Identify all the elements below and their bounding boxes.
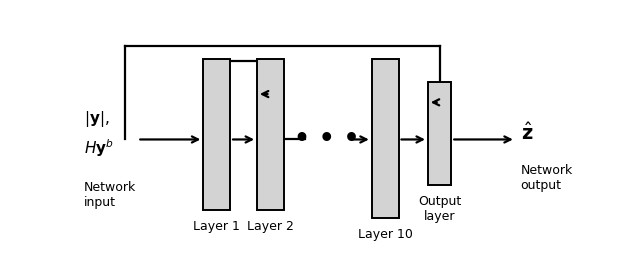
Text: Network
input: Network input	[84, 181, 136, 209]
Text: Layer 10: Layer 10	[358, 228, 413, 241]
Bar	[372, 59, 399, 218]
Text: Layer 2: Layer 2	[247, 220, 294, 233]
Text: $H\mathbf{y}^b$: $H\mathbf{y}^b$	[84, 137, 113, 159]
Bar	[203, 59, 230, 210]
Text: $\hat{\mathbf{z}}$: $\hat{\mathbf{z}}$	[520, 122, 533, 144]
Text: Network
output: Network output	[520, 164, 573, 192]
Text: Layer 1: Layer 1	[193, 220, 240, 233]
Text: $|\mathbf{y}|,$: $|\mathbf{y}|,$	[84, 109, 109, 129]
Bar	[428, 82, 451, 185]
Text: Output
layer: Output layer	[418, 195, 461, 223]
Text: • • •: • • •	[294, 128, 360, 151]
Bar	[257, 59, 284, 210]
